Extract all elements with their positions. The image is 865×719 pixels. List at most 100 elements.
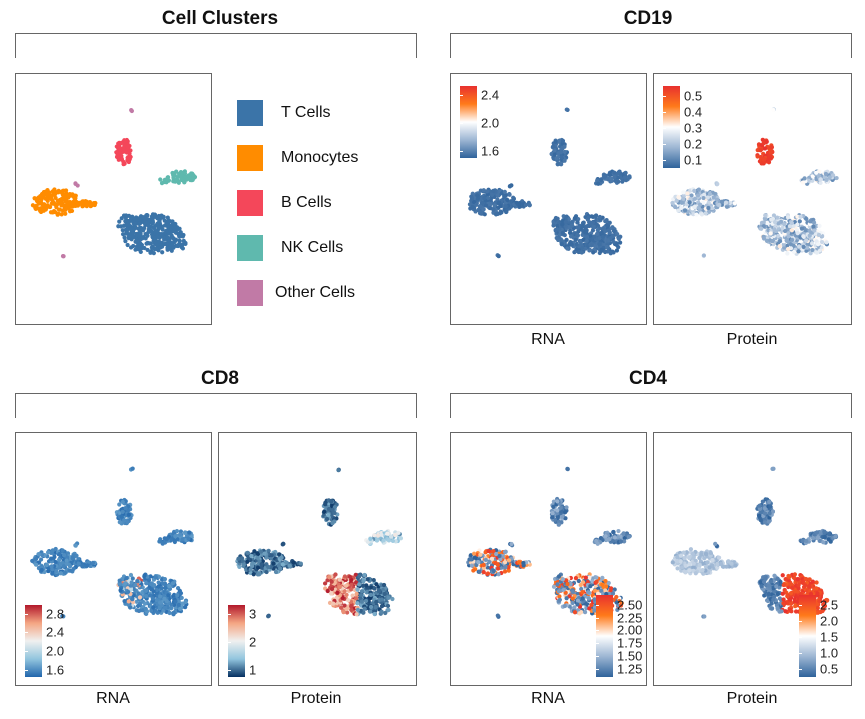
data-point-t xyxy=(597,214,603,220)
data-point-t xyxy=(163,605,168,610)
data-point-t xyxy=(781,597,786,602)
data-point-m xyxy=(697,555,702,560)
data-point-o xyxy=(266,614,271,619)
data-point-t xyxy=(576,225,581,230)
data-point-m xyxy=(45,203,50,208)
data-point-nk xyxy=(806,178,811,183)
data-point-m xyxy=(688,547,694,552)
data-point-t xyxy=(555,582,560,587)
data-point-m xyxy=(50,571,55,576)
data-point-b xyxy=(556,522,561,527)
data-point-nk xyxy=(183,174,188,179)
data-point-b xyxy=(762,511,768,516)
colorbar-tick-label: 2.50 xyxy=(617,597,643,613)
data-point-t xyxy=(782,222,787,227)
data-point-m xyxy=(498,211,503,216)
data-point-m xyxy=(85,560,91,565)
data-point-nk xyxy=(824,177,829,183)
xlabel-cd19-rna: RNA xyxy=(531,331,565,348)
data-point-t xyxy=(600,226,606,231)
data-point-t xyxy=(180,246,185,251)
data-point-t xyxy=(807,584,812,589)
data-point-b xyxy=(757,503,762,508)
data-point-t xyxy=(614,600,619,605)
data-point-t xyxy=(570,223,575,228)
data-point-nk xyxy=(622,539,627,544)
data-point-nk xyxy=(818,177,823,182)
data-point-t xyxy=(800,579,806,584)
data-point-t xyxy=(327,600,333,606)
data-point-m xyxy=(259,565,264,570)
data-point-b xyxy=(560,138,566,143)
data-point-t xyxy=(166,593,171,598)
data-point-t xyxy=(761,587,766,592)
data-point-m xyxy=(491,568,496,574)
data-point-t xyxy=(329,579,334,584)
data-point-m xyxy=(682,569,687,574)
data-point-t xyxy=(149,581,154,587)
data-point-t xyxy=(158,600,163,605)
colorbar-tick-label: 1.6 xyxy=(46,662,65,678)
data-point-b xyxy=(758,154,763,160)
data-point-m xyxy=(491,188,496,193)
data-point-b xyxy=(758,517,763,523)
data-point-t xyxy=(153,575,158,580)
data-point-b xyxy=(564,505,569,510)
data-point-m xyxy=(70,556,75,561)
data-point-nk xyxy=(398,536,404,541)
data-point-t xyxy=(604,222,610,228)
data-point-t xyxy=(594,231,600,237)
data-point-t xyxy=(382,591,387,597)
data-point-t xyxy=(381,582,387,588)
data-point-t xyxy=(780,573,785,578)
data-point-t xyxy=(152,224,158,229)
data-point-t xyxy=(586,596,592,601)
data-point-t xyxy=(792,572,798,577)
data-point-t xyxy=(804,245,810,250)
data-point-t xyxy=(780,225,785,231)
data-point-t xyxy=(581,237,586,242)
data-point-t xyxy=(343,583,349,588)
data-point-m xyxy=(271,561,276,566)
data-point-b xyxy=(756,513,762,518)
data-point-nk xyxy=(596,181,601,186)
data-point-m xyxy=(471,568,476,573)
data-point-t xyxy=(575,232,580,238)
data-point-t xyxy=(148,574,153,579)
data-point-m xyxy=(276,563,281,568)
colorbar-tick xyxy=(596,643,599,645)
data-point-m xyxy=(687,555,692,561)
data-point-t xyxy=(120,228,125,233)
data-point-t xyxy=(564,578,569,583)
data-point-m xyxy=(56,207,62,212)
data-point-b xyxy=(555,514,561,519)
data-point-o xyxy=(60,613,65,619)
data-point-b xyxy=(120,509,125,514)
data-point-m xyxy=(69,192,74,197)
data-point-m xyxy=(699,212,705,217)
data-point-nk xyxy=(818,180,823,185)
data-point-t xyxy=(158,245,163,250)
data-point-b xyxy=(123,138,129,143)
data-point-t xyxy=(362,606,367,611)
data-point-t xyxy=(160,250,165,255)
data-point-b xyxy=(126,512,132,517)
data-point-t xyxy=(176,602,181,607)
colorbar-tick xyxy=(663,127,666,129)
data-point-m xyxy=(266,564,271,570)
data-point-nk xyxy=(823,171,829,177)
data-point-b xyxy=(762,506,767,511)
data-point-m xyxy=(470,204,475,209)
data-point-b xyxy=(770,509,775,514)
data-point-m xyxy=(503,204,508,209)
data-point-t xyxy=(144,588,149,593)
data-point-nk xyxy=(188,177,193,183)
data-point-m xyxy=(471,551,477,556)
data-point-m xyxy=(706,205,711,211)
data-point-b xyxy=(332,519,337,524)
data-point-nk xyxy=(368,536,373,541)
colorbar xyxy=(228,605,245,677)
data-point-t xyxy=(373,604,378,610)
data-point-t xyxy=(569,242,574,247)
